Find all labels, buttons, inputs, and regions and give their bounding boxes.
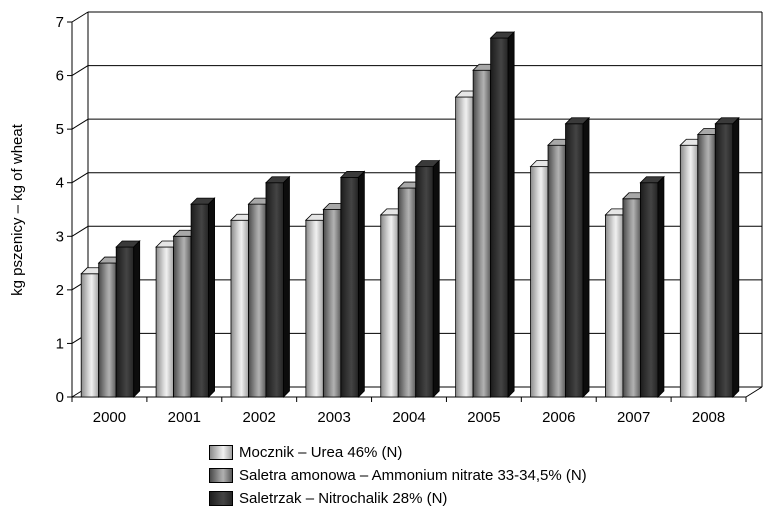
bar-front — [80, 273, 100, 398]
bar-side — [432, 159, 440, 398]
bar-front — [547, 144, 566, 398]
x-tick-label: 2003 — [317, 409, 350, 426]
bar-front — [305, 219, 324, 398]
legend-item: Mocznik – Urea 46% (N) — [209, 441, 587, 464]
tick-labels: 0 1 2 3 4 5 6 7 2000 2001 2002 2003 2004 2005 2006 2007… — [56, 14, 726, 426]
bar — [190, 197, 216, 398]
bar-front — [415, 166, 434, 398]
y-tick-label: 3 — [56, 228, 64, 245]
bar-front — [248, 203, 267, 398]
legend-label: Saletra amonowa – Ammonium nitrate 33-34… — [239, 467, 587, 484]
gridline-side — [71, 225, 89, 237]
bar-side — [657, 175, 665, 398]
y-tick-label: 6 — [56, 68, 64, 85]
legend-swatch-ammonium-nitrate — [209, 468, 233, 483]
legend-item: Saletrzak – Nitrochalik 28% (N) — [209, 487, 587, 510]
y-axis-label: kg pszenicy – kg of wheat — [9, 123, 26, 296]
gridline-side — [71, 65, 89, 76]
bar — [265, 175, 291, 398]
y-tick-label: 5 — [56, 121, 64, 138]
y-tick-label: 1 — [56, 335, 64, 352]
bar-front — [340, 176, 359, 398]
bar-front — [714, 123, 734, 398]
bar-front — [455, 96, 474, 398]
bar-side — [133, 240, 141, 398]
bar-front — [173, 235, 192, 398]
legend-label: Saletrzak – Nitrochalik 28% (N) — [239, 490, 448, 507]
bar — [115, 240, 141, 398]
bar-side — [357, 170, 365, 398]
bar-front — [230, 219, 249, 398]
bar-side — [283, 175, 290, 398]
legend-swatch-nitrochalk — [209, 491, 233, 506]
bars — [80, 31, 740, 398]
bar-front — [322, 209, 342, 398]
bar-front — [98, 262, 117, 398]
bar-front — [697, 134, 716, 398]
bar-side — [582, 116, 590, 398]
bar — [414, 159, 441, 398]
y-tick-label: 0 — [56, 389, 64, 406]
bar-front — [155, 246, 174, 398]
legend-item: Saletra amonowa – Ammonium nitrate 33-34… — [209, 464, 587, 487]
bar-front — [679, 144, 699, 398]
x-tick-label: 2004 — [392, 409, 425, 426]
gridline-side — [71, 172, 89, 184]
x-tick-label: 2001 — [168, 409, 201, 426]
bar-front — [622, 198, 641, 398]
bar — [714, 116, 740, 398]
bar — [639, 175, 665, 398]
bar-front — [472, 69, 492, 398]
bar-front — [115, 246, 135, 398]
x-tick-label: 2006 — [542, 409, 575, 426]
bar-front — [190, 203, 209, 398]
gridline-side — [71, 118, 89, 130]
bar-side — [732, 116, 740, 398]
bar-front — [565, 123, 584, 398]
bar-front — [530, 166, 549, 398]
bar-front — [265, 182, 284, 398]
legend-label: Mocznik – Urea 46% (N) — [239, 444, 403, 461]
bar-side — [507, 31, 515, 398]
x-tick-label: 2005 — [467, 409, 500, 426]
gridline-side — [71, 11, 89, 23]
legend: Mocznik – Urea 46% (N) Saletra amonowa –… — [209, 441, 587, 510]
y-tick-label: 7 — [56, 14, 64, 31]
floor-right-edge — [745, 386, 763, 398]
bar-side — [208, 197, 215, 398]
bar-front — [380, 214, 399, 398]
bar-front — [640, 182, 659, 398]
bar — [339, 170, 366, 398]
bar-front — [605, 214, 624, 398]
bar-front — [397, 187, 417, 398]
bar — [564, 116, 590, 398]
x-tick-label: 2002 — [243, 409, 276, 426]
x-tick-label: 2000 — [93, 409, 126, 426]
y-tick-label: 2 — [56, 282, 64, 299]
bar — [489, 31, 516, 398]
legend-swatch-urea — [209, 445, 233, 460]
y-tick-label: 4 — [56, 175, 64, 192]
bar-front — [490, 37, 509, 398]
x-tick-label: 2007 — [617, 409, 650, 426]
x-tick-label: 2008 — [692, 409, 725, 426]
